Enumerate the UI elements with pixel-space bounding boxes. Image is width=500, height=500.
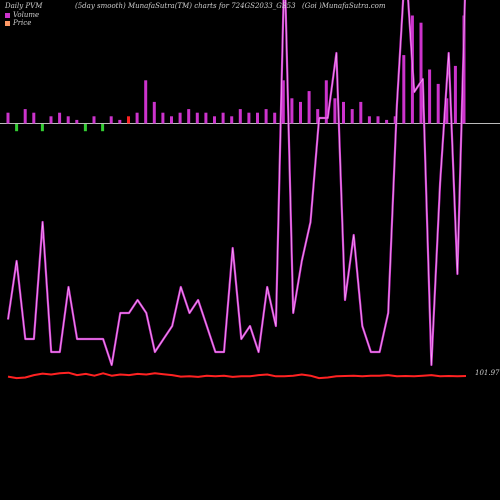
volume-bar bbox=[299, 101, 302, 124]
volume-bar bbox=[40, 124, 44, 132]
volume-bar bbox=[307, 91, 311, 124]
volume-bar bbox=[367, 116, 371, 124]
volume-bar bbox=[161, 112, 165, 124]
volume-bar bbox=[32, 112, 36, 124]
volume-line-highlight bbox=[7, 0, 466, 366]
volume-bar bbox=[281, 80, 285, 124]
volume-bar bbox=[92, 116, 96, 124]
volume-bar bbox=[49, 116, 53, 124]
legend-volume-label: Volume bbox=[13, 11, 40, 19]
legend-price-label: Price bbox=[13, 19, 32, 27]
volume-bar bbox=[316, 109, 320, 124]
legend-price-swatch bbox=[5, 20, 10, 26]
volume-bar bbox=[238, 109, 242, 124]
volume-bar bbox=[15, 124, 19, 132]
volume-bar bbox=[419, 22, 423, 124]
chart-title-left: Daily PVM bbox=[5, 2, 43, 10]
volume-bar bbox=[109, 116, 113, 124]
volume-bar bbox=[152, 101, 156, 124]
volume-bars-group bbox=[6, 15, 466, 132]
legend-volume-swatch bbox=[5, 12, 10, 18]
volume-bar bbox=[195, 112, 199, 124]
volume-bar bbox=[436, 83, 440, 124]
volume-bar bbox=[187, 109, 191, 124]
volume-bar bbox=[256, 112, 259, 124]
legend-volume: Volume bbox=[5, 11, 39, 19]
volume-bar bbox=[402, 55, 406, 124]
volume-line bbox=[6, 0, 467, 367]
chart-title-mid: (5day smooth) MunafaSutra(TM) charts for… bbox=[75, 2, 296, 10]
volume-bar bbox=[324, 80, 328, 124]
price-line bbox=[7, 371, 467, 380]
last-price-label: 101.97 bbox=[475, 369, 500, 377]
volume-bar bbox=[376, 116, 380, 124]
chart-title-right: (Goi )MunafaSutra.com bbox=[302, 2, 386, 10]
volume-bar bbox=[75, 119, 79, 124]
volume-bar bbox=[428, 69, 432, 124]
volume-bar bbox=[273, 112, 277, 124]
volume-bar bbox=[333, 98, 337, 124]
volume-bar bbox=[221, 112, 225, 124]
volume-bar bbox=[6, 112, 10, 124]
volume-bar bbox=[342, 101, 345, 124]
volume-bar bbox=[453, 65, 457, 124]
volume-bar bbox=[213, 116, 216, 124]
volume-bar bbox=[23, 109, 27, 124]
volume-bar bbox=[445, 98, 449, 124]
volume-bar bbox=[204, 112, 208, 124]
volume-bar bbox=[101, 124, 105, 132]
volume-bar bbox=[135, 112, 139, 124]
volume-bar bbox=[58, 112, 62, 124]
volume-bar bbox=[83, 124, 87, 132]
volume-bar bbox=[118, 119, 122, 124]
legend-price: Price bbox=[5, 19, 31, 27]
volume-bar bbox=[264, 109, 268, 124]
volume-bar bbox=[350, 109, 354, 124]
volume-bar bbox=[247, 112, 251, 124]
volume-bar bbox=[144, 80, 148, 124]
volume-bar bbox=[127, 116, 130, 124]
volume-bar bbox=[170, 116, 173, 124]
volume-bar bbox=[385, 119, 389, 124]
volume-bar bbox=[178, 112, 182, 124]
volume-bar bbox=[290, 98, 294, 124]
volume-bar bbox=[230, 116, 234, 124]
volume-bar bbox=[66, 116, 70, 124]
volume-bar bbox=[359, 101, 363, 124]
